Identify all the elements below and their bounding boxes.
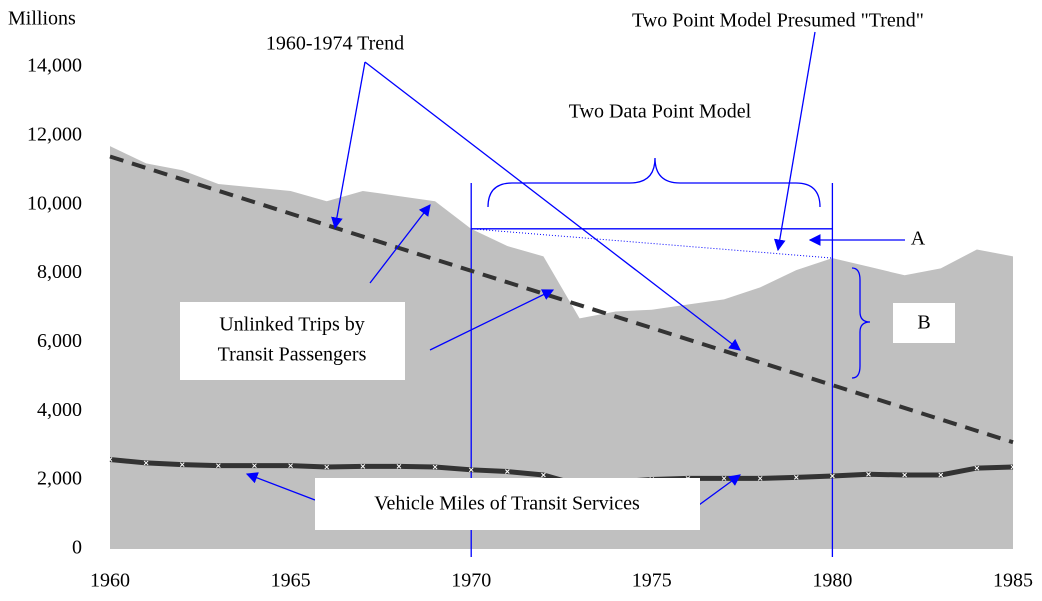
y-axis-label: Millions [8, 8, 76, 30]
marker [216, 463, 221, 469]
marker [252, 463, 257, 469]
annotation: Two Point Model Presumed "Trend" [632, 10, 924, 32]
marker [938, 472, 944, 478]
arrow [369, 204, 431, 284]
y-tick-label: 0 [72, 537, 82, 559]
marker [396, 464, 402, 469]
y-tick-label: 6,000 [37, 330, 82, 352]
arrow [773, 31, 816, 252]
annotation: Transit Passengers [218, 344, 367, 366]
x-tick-label: 1975 [632, 570, 672, 592]
marker [504, 469, 510, 474]
annotation: Vehicle Miles of Transit Services [374, 493, 640, 515]
marker [179, 462, 185, 468]
marker [1010, 464, 1016, 470]
brace [851, 267, 871, 379]
x-tick-label: 1960 [90, 570, 130, 592]
label-box [315, 478, 700, 530]
marker [324, 464, 330, 470]
y-tick-label: 8,000 [37, 261, 82, 283]
marker [468, 467, 474, 473]
trend-line [109, 154, 1014, 445]
marker [360, 464, 366, 469]
x-tick-label: 1965 [271, 570, 311, 592]
marker [107, 457, 113, 462]
annotation: A [911, 228, 926, 250]
marker [830, 473, 835, 479]
y-tick-label: 14,000 [27, 55, 82, 77]
arrow [364, 61, 741, 351]
area [110, 146, 1013, 549]
x-tick-label: 1980 [812, 570, 852, 592]
marker [902, 472, 907, 478]
arrow [331, 61, 366, 230]
marker [541, 472, 546, 478]
marker [793, 475, 799, 480]
annotation: Unlinked Trips by [219, 314, 365, 336]
x-tick-label: 1970 [451, 570, 491, 592]
annotation: B [917, 312, 930, 334]
arrow [245, 472, 316, 501]
arrow [429, 289, 555, 351]
model-trend [471, 228, 833, 259]
annotations [180, 31, 955, 530]
annotation: 1960-1974 Trend [266, 33, 404, 55]
marker [432, 464, 438, 470]
y-tick-label: 4,000 [37, 399, 82, 421]
marker [721, 476, 727, 481]
y-tick-label: 10,000 [27, 192, 82, 214]
brace [487, 157, 821, 208]
label-box [180, 302, 405, 380]
x-tick-label: 1985 [993, 570, 1033, 592]
y-tick-label: 12,000 [27, 123, 82, 145]
marker [866, 471, 871, 477]
marker [757, 476, 763, 481]
marker [143, 460, 149, 466]
marker [288, 463, 293, 469]
y-tick-label: 2,000 [37, 468, 82, 490]
marker [974, 465, 980, 471]
annotation: Two Data Point Model [569, 101, 752, 123]
label-box [893, 303, 955, 343]
